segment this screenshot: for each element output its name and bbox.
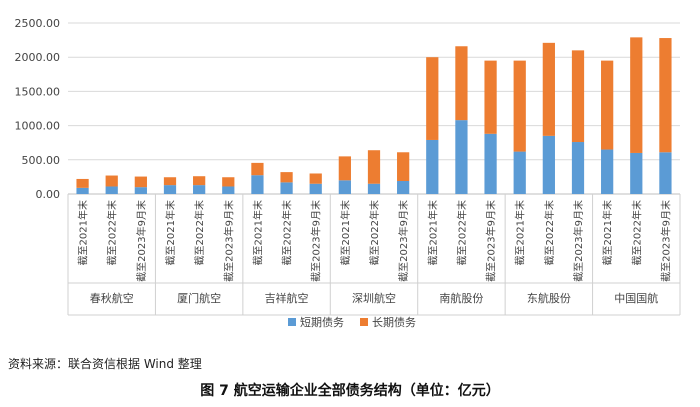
bar-short-term (397, 181, 410, 194)
x-tick-label: 截至2022年末 (106, 200, 119, 265)
bar-short-term (251, 175, 264, 194)
x-tick-label: 截至2023年9月末 (397, 200, 410, 282)
bar-long-term (659, 38, 672, 153)
bar-short-term (309, 183, 322, 194)
y-tick-label: 2000.00 (15, 51, 61, 64)
x-tick-label: 截至2021年末 (339, 200, 352, 265)
x-tick-label: 截至2021年末 (77, 200, 90, 265)
bar-short-term (542, 135, 555, 194)
bar-long-term (134, 176, 147, 188)
x-tick-label: 截至2021年末 (426, 200, 439, 265)
bar-long-term (338, 156, 351, 181)
x-tick-label: 截至2021年末 (164, 200, 177, 265)
bar-long-term (542, 42, 555, 136)
bar-long-term (455, 46, 468, 121)
bar-short-term (280, 182, 293, 194)
y-tick-label: 0.00 (36, 188, 61, 201)
group-label: 深圳航空 (352, 291, 396, 305)
bar-short-term (105, 186, 118, 194)
x-tick-label: 截至2022年末 (368, 200, 381, 265)
bar-short-term (601, 149, 614, 194)
y-tick-label: 1500.00 (15, 85, 61, 98)
x-tick-label: 截至2021年末 (251, 200, 264, 265)
x-tick-label: 截至2023年9月末 (135, 200, 148, 282)
x-tick-label: 截至2023年9月末 (659, 200, 672, 282)
bar-long-term (426, 57, 439, 140)
x-tick-label: 截至2023年9月末 (310, 200, 323, 282)
bar-short-term (659, 152, 672, 194)
bar-short-term (455, 120, 468, 194)
bar-long-term (367, 150, 381, 184)
bar-long-term (105, 175, 118, 187)
bar-long-term (484, 60, 497, 134)
bar-short-term (76, 187, 89, 194)
bar-short-term (426, 139, 439, 194)
bar-long-term (251, 162, 264, 176)
x-tick-label: 截至2022年末 (630, 200, 643, 265)
bar-short-term (571, 142, 585, 194)
bar-long-term (163, 177, 177, 186)
chart-area: 0.00 500.00 1000.00 1500.00 2000.00 2500.00 截至… (15, 17, 681, 329)
group-label: 南航股份 (439, 291, 483, 305)
legend-label: 短期债务 (300, 315, 344, 329)
y-tick-label: 1000.00 (15, 120, 61, 133)
x-tick-label: 截至2022年末 (193, 200, 206, 265)
legend-swatch-short-term (288, 318, 296, 326)
legend-label: 长期债务 (372, 315, 416, 329)
bar-long-term (397, 152, 410, 182)
bar-short-term (484, 133, 497, 194)
bar-long-term (513, 60, 526, 152)
bar-short-term (193, 185, 206, 194)
bar-long-term (280, 172, 293, 183)
x-tick-label: 截至2023年9月末 (572, 200, 585, 282)
bar-long-term (630, 37, 643, 153)
legend-swatch-long-term (360, 318, 368, 326)
bar-long-term (571, 50, 585, 143)
bar-long-term (76, 178, 89, 188)
bar-short-term (367, 183, 381, 194)
group-label: 中国国航 (614, 291, 658, 305)
bar-short-term (338, 180, 351, 194)
bar-long-term (222, 177, 235, 187)
x-tick-label: 截至2021年末 (601, 200, 614, 265)
x-tick-label: 截至2022年末 (543, 200, 556, 265)
bar-short-term (163, 185, 177, 194)
bar-long-term (193, 176, 206, 186)
x-tick-label: 截至2022年末 (455, 200, 468, 265)
bar-short-term (630, 152, 643, 194)
bar-short-term (513, 151, 526, 194)
y-tick-label: 2500.00 (15, 17, 61, 30)
group-label: 厦门航空 (177, 291, 221, 305)
bar-long-term (309, 173, 322, 184)
figure-caption: 图 7 航空运输企业全部债务结构（单位：亿元） (200, 383, 500, 399)
bar-short-term (222, 186, 235, 194)
stacked-bar-chart: 0.00 500.00 1000.00 1500.00 2000.00 2500.00 截至… (15, 17, 681, 329)
bar-short-term (134, 187, 147, 194)
x-tick-label: 截至2022年末 (281, 200, 294, 265)
y-tick-label: 500.00 (22, 154, 61, 167)
x-tick-label: 截至2023年9月末 (222, 200, 235, 282)
bar-long-term (601, 60, 614, 150)
group-label: 吉祥航空 (265, 291, 309, 305)
x-tick-label: 截至2023年9月末 (485, 200, 498, 282)
group-label: 春秋航空 (90, 291, 134, 305)
source-note: 资料来源：联合资信根据 Wind 整理 (8, 357, 202, 371)
x-tick-label: 截至2021年末 (514, 200, 527, 265)
group-label: 东航股份 (527, 291, 571, 305)
